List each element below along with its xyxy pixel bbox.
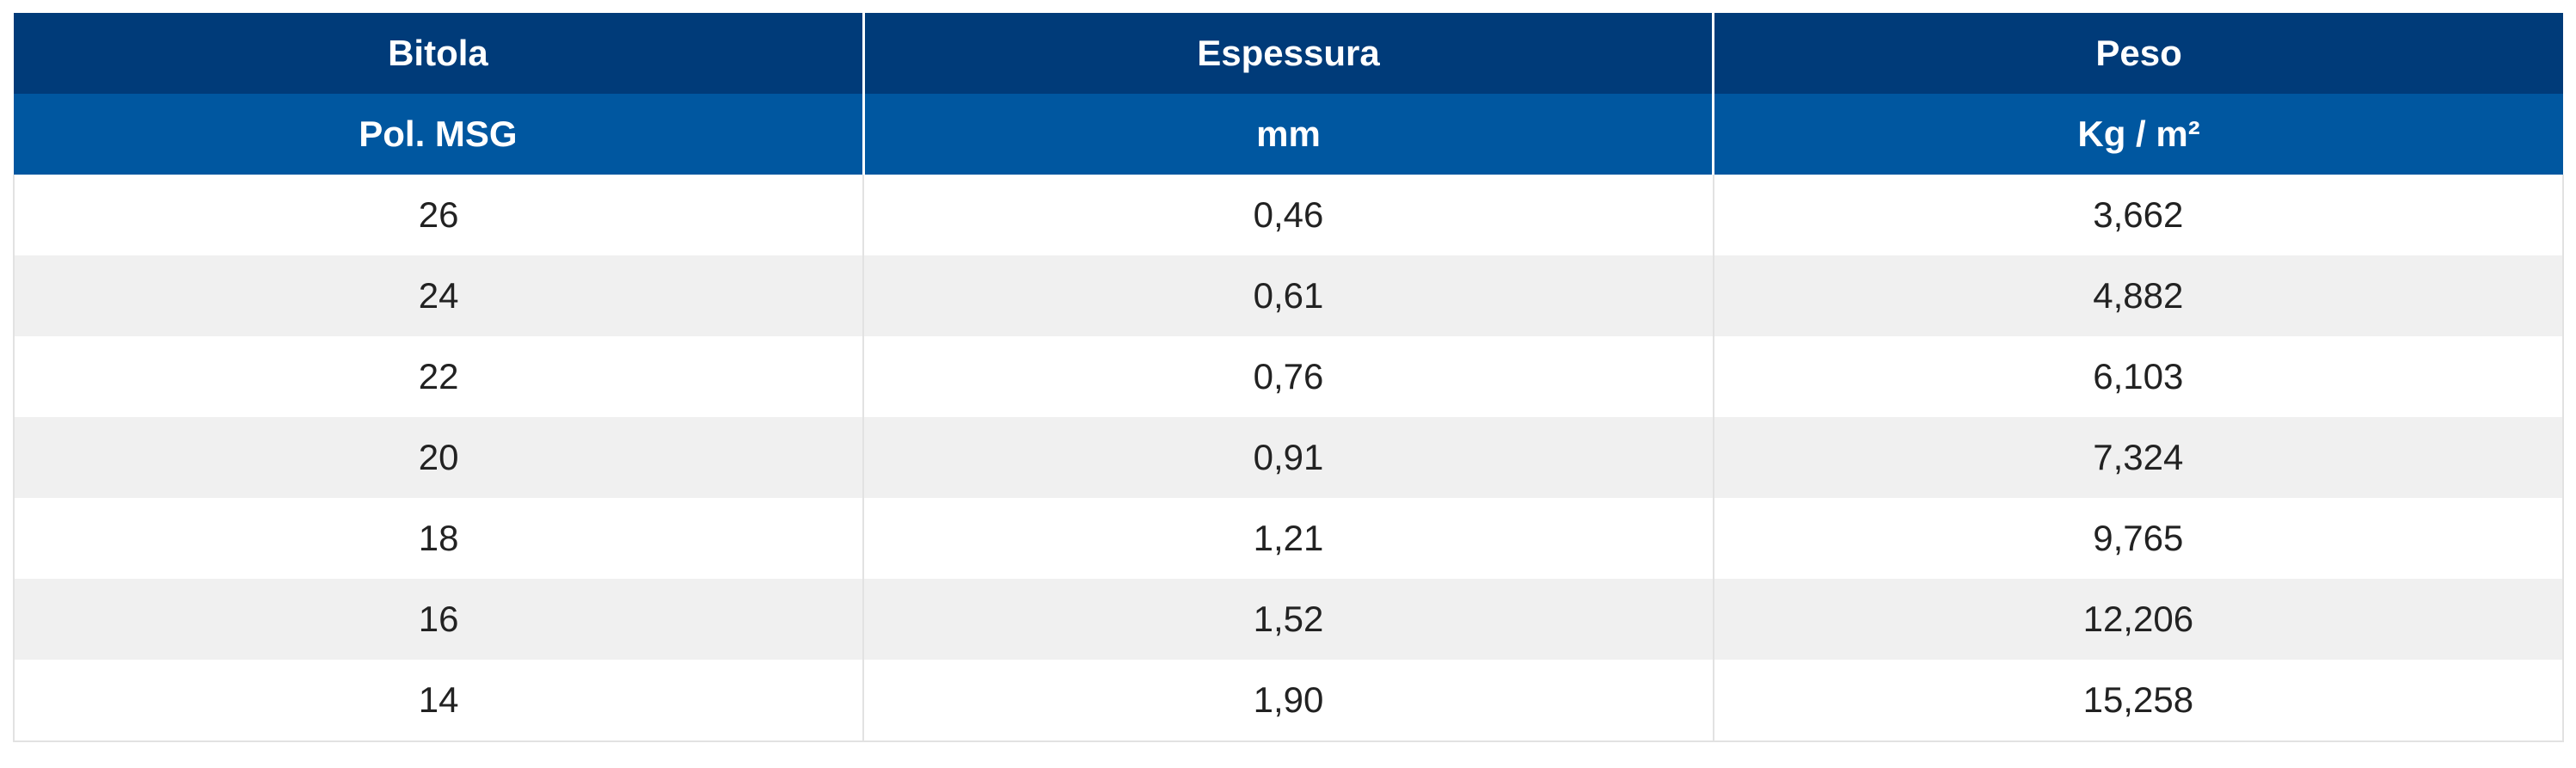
table-cell: 0,46 [862,175,1714,255]
header-row: Bitola Espessura Peso [14,13,2563,94]
header-cell: Pol. MSG [14,94,864,175]
table-cell: 1,90 [862,660,1714,742]
table-cell: 20 [12,417,864,498]
table-row: 16 1,52 12,206 [12,579,2565,660]
table-row: 22 0,76 6,103 [12,336,2565,417]
table-cell: 24 [12,255,864,336]
table-row: 14 1,90 15,258 [12,660,2565,742]
table-body: 26 0,46 3,662 24 0,61 4,882 22 0,76 6,103 20 0,91 7… [12,175,2565,742]
table-cell: 3,662 [1712,175,2565,255]
table-cell: 1,52 [862,579,1714,660]
table-cell: 4,882 [1712,255,2565,336]
header-cell: Kg / m² [1712,94,2563,175]
header-cell: mm [862,94,1714,175]
header-cell: Bitola [14,13,864,94]
table-cell: 15,258 [1712,660,2565,742]
table-cell: 1,21 [862,498,1714,579]
table-cell: 0,91 [862,417,1714,498]
table-cell: 7,324 [1712,417,2565,498]
table-row: 18 1,21 9,765 [12,498,2565,579]
header-row: Pol. MSG mm Kg / m² [14,94,2563,175]
table-cell: 26 [12,175,864,255]
table-cell: 12,206 [1712,579,2565,660]
table-row: 24 0,61 4,882 [12,255,2565,336]
table-cell: 22 [12,336,864,417]
table-cell: 16 [12,579,864,660]
table-cell: 9,765 [1712,498,2565,579]
table-cell: 18 [12,498,864,579]
data-table: Bitola Espessura Peso Pol. MSG mm Kg / m² 26 0… [12,13,2565,742]
table-cell: 14 [12,660,864,742]
table-row: 20 0,91 7,324 [12,417,2565,498]
header-cell: Peso [1712,13,2563,94]
header-cell: Espessura [862,13,1714,94]
table-header: Bitola Espessura Peso Pol. MSG mm Kg / m² [14,13,2563,175]
table-cell: 0,61 [862,255,1714,336]
table-cell: 6,103 [1712,336,2565,417]
table-row: 26 0,46 3,662 [12,175,2565,255]
table-cell: 0,76 [862,336,1714,417]
